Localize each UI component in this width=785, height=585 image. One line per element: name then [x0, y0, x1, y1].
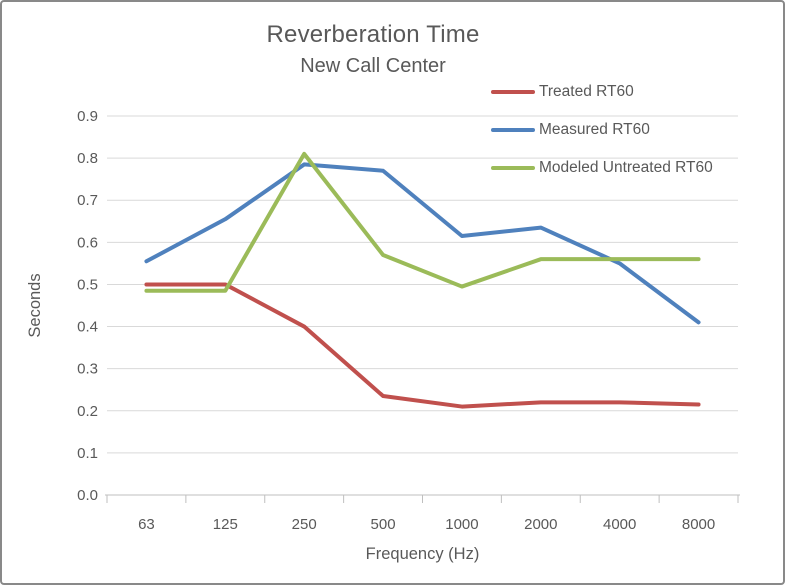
y-tick-label: 0.8 — [77, 150, 98, 167]
x-tick-label: 250 — [292, 516, 317, 533]
legend-item-treated-rt60: Treated RT60 — [491, 73, 713, 111]
x-tick-label: 4000 — [603, 516, 636, 533]
chart-subtitle: New Call Center — [300, 55, 446, 77]
y-tick-label: 0.6 — [77, 234, 98, 251]
legend-label: Modeled Untreated RT60 — [539, 159, 713, 176]
y-tick-label: 0.4 — [77, 319, 98, 336]
x-tick-label: 63 — [138, 516, 155, 533]
y-tick-label: 0.9 — [77, 108, 98, 125]
legend-label: Measured RT60 — [539, 121, 650, 138]
legend-swatch-treated-rt60 — [491, 89, 535, 95]
legend-item-modeled-untreated-rt60: Modeled Untreated RT60 — [491, 149, 713, 187]
y-tick-label: 0.1 — [77, 445, 98, 462]
y-axis-title: Seconds — [26, 273, 44, 337]
x-tick-label: 8000 — [682, 516, 715, 533]
x-axis-title: Frequency (Hz) — [366, 545, 480, 563]
legend-item-measured-rt60: Measured RT60 — [491, 111, 713, 149]
series-line-treated-rt60 — [144, 282, 701, 409]
x-tick-label: 500 — [371, 516, 396, 533]
y-tick-label: 0.0 — [77, 487, 98, 504]
x-tick-label: 2000 — [524, 516, 557, 533]
chart-title: Reverberation Time — [266, 21, 480, 48]
y-tick-label: 0.5 — [77, 276, 98, 293]
legend-swatch-measured-rt60 — [491, 127, 535, 133]
series-line-measured-rt60 — [144, 162, 701, 325]
y-tick-label: 0.3 — [77, 361, 98, 378]
series-line-modeled-untreated-rt60 — [144, 151, 701, 293]
legend-label: Treated RT60 — [539, 83, 634, 100]
x-tick-label: 1000 — [445, 516, 478, 533]
legend: Treated RT60 Measured RT60 Modeled Untreat… — [491, 73, 713, 187]
y-tick-label: 0.7 — [77, 192, 98, 209]
legend-swatch-modeled-untreated-rt60 — [491, 165, 535, 171]
x-tick-label: 125 — [213, 516, 238, 533]
y-tick-label: 0.2 — [77, 403, 98, 420]
